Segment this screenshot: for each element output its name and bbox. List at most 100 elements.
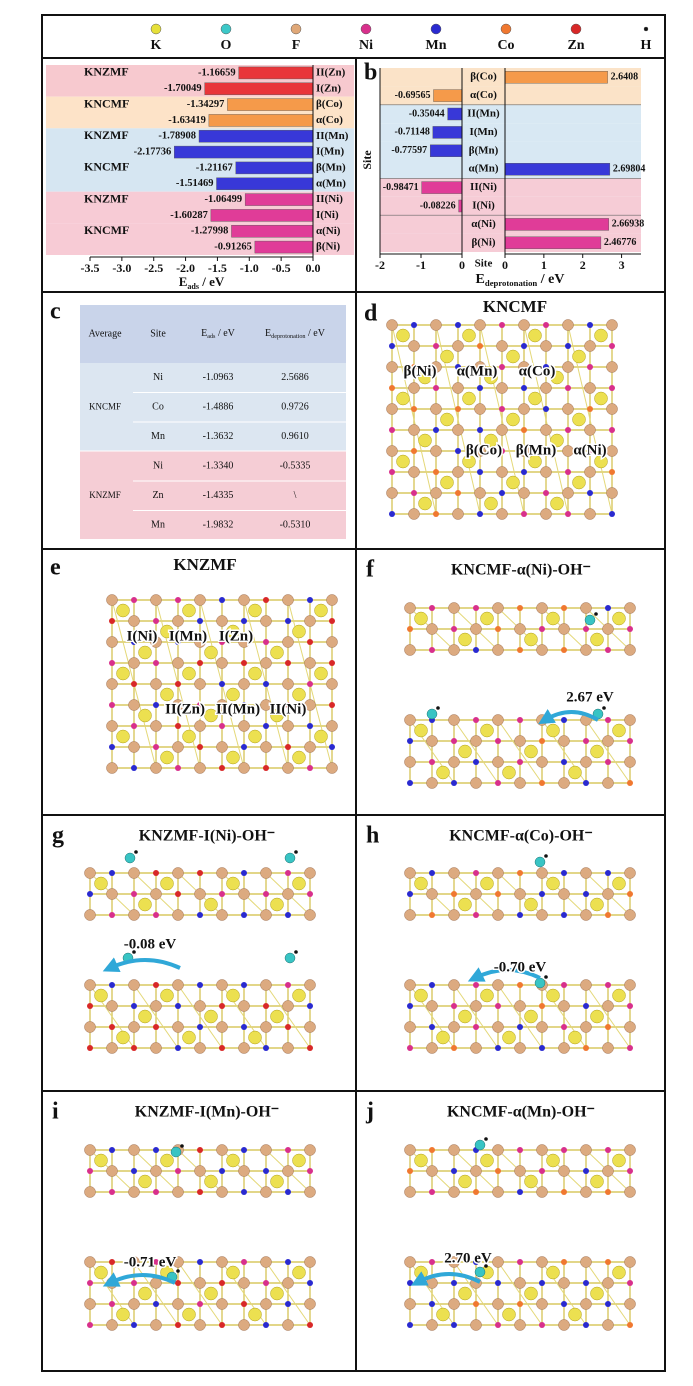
atom-k	[546, 1153, 560, 1168]
x-tick-label: -1.0	[240, 261, 259, 275]
atom-f	[558, 1042, 570, 1054]
lattice	[404, 979, 636, 1054]
atom-metal	[175, 1322, 181, 1328]
atom-metal	[627, 738, 633, 744]
atom-k	[270, 897, 284, 912]
x-tick-label: -1.5	[208, 261, 227, 275]
atom-metal	[605, 982, 611, 988]
category-label: I(Ni)	[472, 200, 495, 212]
atom-f	[386, 319, 398, 331]
atom-metal	[587, 490, 593, 496]
value-label: -1.06499	[205, 194, 243, 205]
panel-letter: f	[366, 557, 375, 583]
value-label: -0.69565	[395, 90, 431, 101]
atom-f	[492, 602, 504, 614]
atom-f	[470, 1000, 482, 1012]
atom-metal	[521, 511, 527, 517]
atom-k	[502, 1030, 516, 1045]
category-label: β(Co)	[316, 98, 343, 110]
atom-metal	[109, 1259, 115, 1265]
value-label: -1.21167	[196, 162, 233, 173]
atom-f	[580, 756, 592, 768]
atom-metal	[561, 647, 567, 653]
label-rest: / eV	[199, 274, 225, 289]
atom-k	[160, 988, 174, 1003]
category-label: I(Ni)	[316, 209, 339, 221]
atom-f	[558, 888, 570, 900]
atom-f	[474, 361, 486, 373]
atom-f	[150, 678, 162, 690]
atom-o	[284, 852, 296, 864]
atom-f	[194, 720, 206, 732]
atom-k	[480, 723, 494, 738]
atom-metal	[543, 322, 549, 328]
atom-metal	[329, 702, 335, 708]
atom-f	[172, 909, 184, 921]
atom-k	[524, 744, 538, 759]
atom-k	[572, 412, 586, 427]
atom-k	[546, 611, 560, 626]
atom-f	[514, 735, 526, 747]
atom-k	[414, 611, 428, 626]
content: KOFNiMnCoZnHaKNZMFKNCMFKNZMFKNCMFKNZMFKN…	[46, 23, 652, 1272]
atom-metal	[455, 448, 461, 454]
atom-metal	[197, 660, 203, 666]
atom-f	[602, 1165, 614, 1177]
atom-metal	[307, 639, 313, 645]
atom-f	[580, 979, 592, 991]
atom-metal	[285, 618, 291, 624]
bar	[235, 161, 314, 175]
atom-f	[386, 361, 398, 373]
atom-k	[612, 611, 626, 626]
panel-title: KNCMF	[483, 297, 547, 316]
atom-f	[194, 1042, 206, 1054]
atom-f	[492, 1256, 504, 1268]
atom-metal	[285, 870, 291, 876]
atom-metal	[263, 765, 269, 771]
atom-metal	[517, 1024, 523, 1030]
category-axis-label: Site	[475, 258, 493, 270]
atom-f	[602, 1000, 614, 1012]
atom-metal	[241, 1147, 247, 1153]
atom-k	[270, 1286, 284, 1301]
atom-f	[492, 1186, 504, 1198]
atom-f	[606, 361, 618, 373]
atom-f	[304, 909, 316, 921]
atom-f	[536, 1298, 548, 1310]
atom-f	[194, 888, 206, 900]
atom-k	[612, 1265, 626, 1280]
bond	[497, 1261, 543, 1326]
atom-metal	[197, 1301, 203, 1307]
atom-f	[426, 1000, 438, 1012]
atom-f	[128, 1021, 140, 1033]
atom-metal	[433, 427, 439, 433]
atom-f	[260, 1186, 272, 1198]
atom-metal	[263, 1322, 269, 1328]
atom-f	[580, 1186, 592, 1198]
frame	[41, 14, 666, 1372]
atom-k	[292, 687, 306, 702]
atom-metal	[477, 343, 483, 349]
atom-f	[194, 762, 206, 774]
atom-f	[562, 487, 574, 499]
atom-h	[594, 612, 598, 616]
atom-f	[386, 403, 398, 415]
bond	[177, 984, 223, 1049]
atom-k	[480, 611, 494, 626]
atom-f	[470, 623, 482, 635]
energy-label: 2.67 eV	[566, 689, 614, 705]
atom-k	[414, 876, 428, 891]
atom-f	[448, 602, 460, 614]
atom-f	[430, 403, 442, 415]
cell: -0.5310	[280, 520, 311, 531]
atom-metal	[109, 1024, 115, 1030]
atom-f	[496, 424, 508, 436]
atom-k	[396, 391, 410, 406]
atom-k	[182, 729, 196, 744]
atom-f	[580, 909, 592, 921]
atom-metal	[407, 738, 413, 744]
cell: \	[294, 490, 297, 501]
atom-metal	[131, 639, 137, 645]
atom-f	[580, 1021, 592, 1033]
atom-k	[590, 632, 604, 647]
